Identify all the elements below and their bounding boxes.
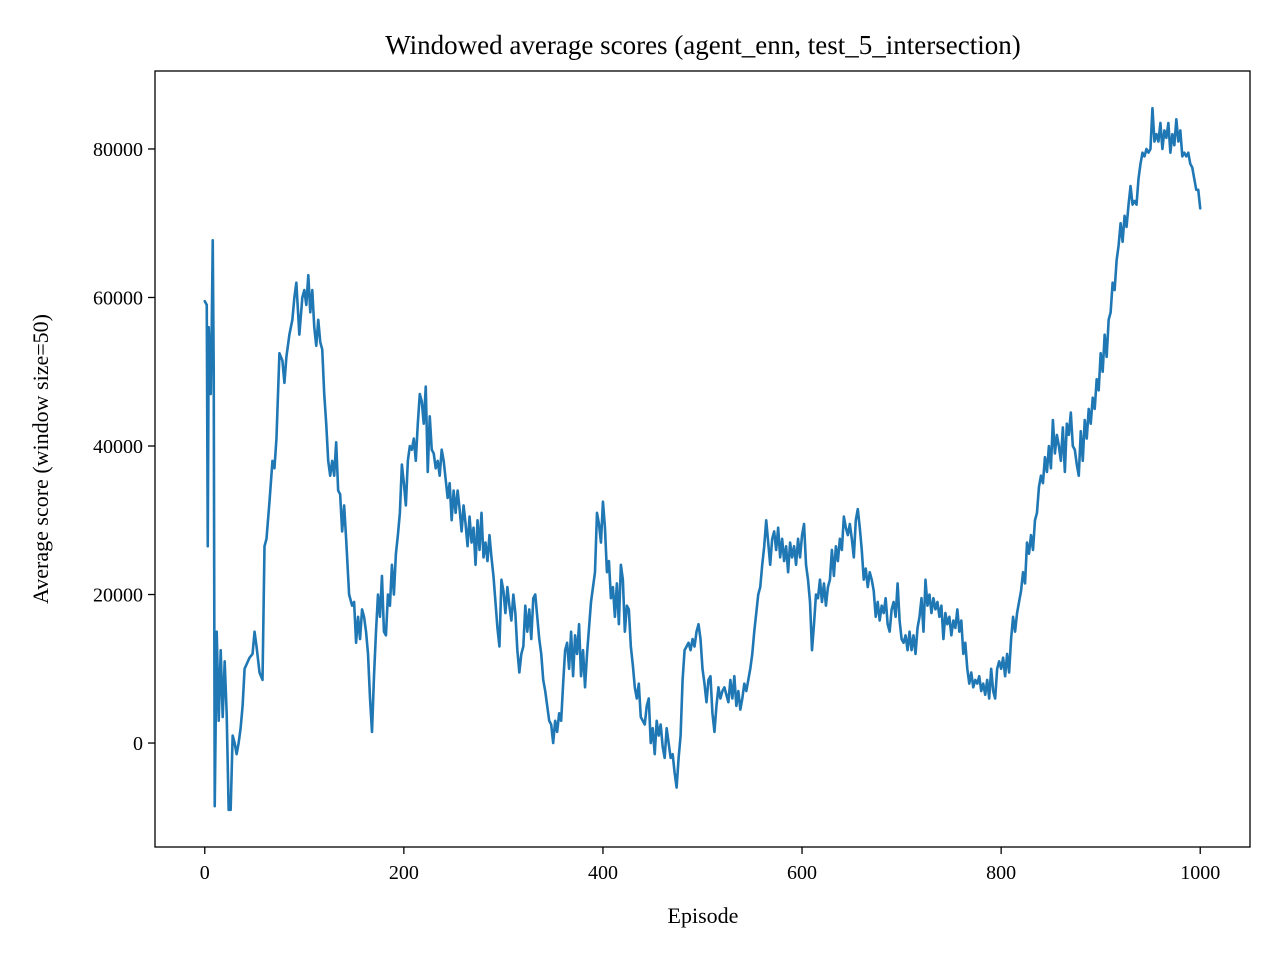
x-axis-label: Episode: [668, 903, 739, 928]
y-tick-label: 0: [133, 733, 143, 755]
y-tick-label: 80000: [93, 139, 143, 161]
y-tick-label: 40000: [93, 436, 143, 458]
y-axis: 0 20000 40000 60000 80000: [93, 139, 155, 755]
chart-title: Windowed average scores (agent_enn, test…: [385, 30, 1020, 60]
x-axis: 0 200 400 600 800 1000: [200, 847, 1220, 884]
x-tick-label: 800: [986, 862, 1016, 884]
plot-frame: [154, 70, 1251, 848]
y-tick-label: 20000: [93, 585, 143, 607]
series-line-0: [203, 106, 1202, 812]
x-tick-label: 1000: [1180, 862, 1220, 884]
x-tick-label: 200: [389, 862, 419, 884]
plot-area: [203, 106, 1202, 812]
x-tick-label: 0: [200, 862, 210, 884]
y-tick-label: 60000: [93, 287, 143, 309]
x-tick-label: 400: [588, 862, 618, 884]
y-axis-label: Average score (window size=50): [28, 314, 53, 604]
x-tick-label: 600: [787, 862, 817, 884]
